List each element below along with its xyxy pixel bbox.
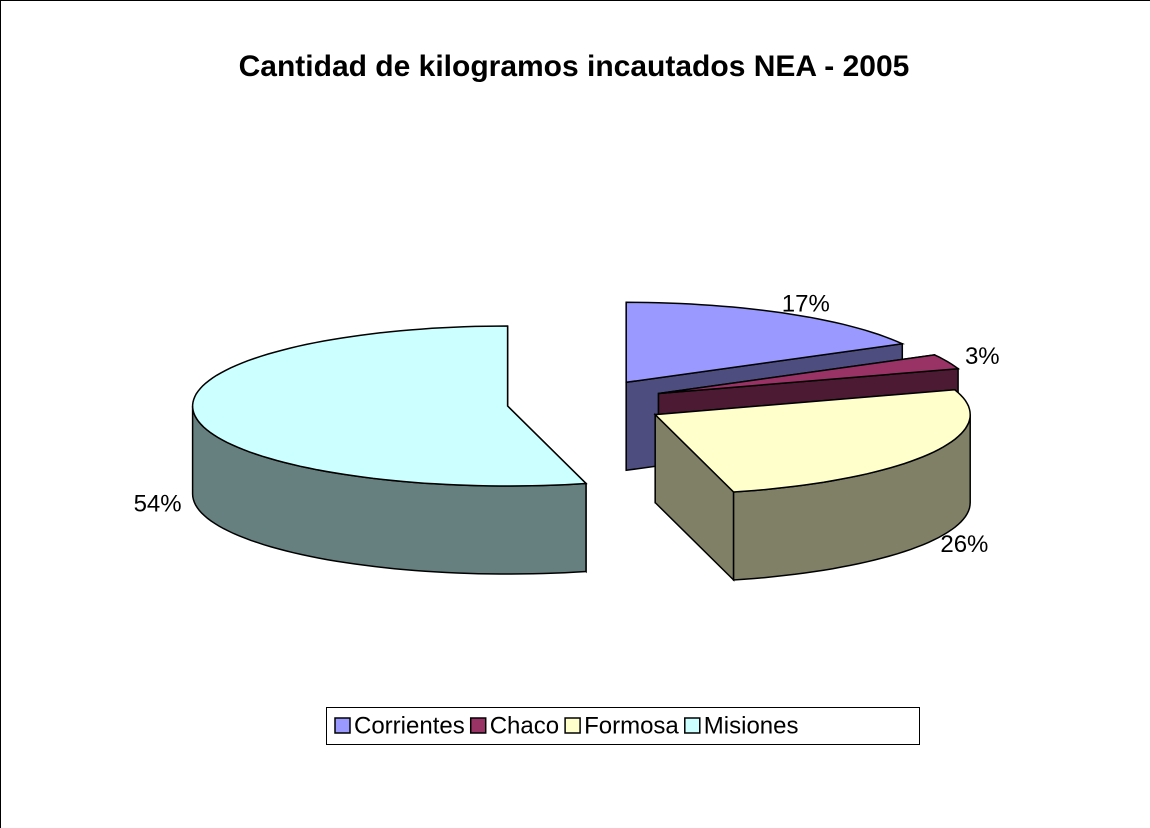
data-label: 54%: [134, 491, 182, 518]
pie-slice: [191, 325, 588, 575]
legend-swatch: [469, 717, 487, 734]
data-label: 17%: [782, 291, 830, 318]
data-label: 26%: [940, 531, 988, 558]
legend-label: Corrientes: [354, 712, 465, 739]
chart-title: Cantidad de kilogramos incautados NEA - …: [239, 50, 910, 83]
pie-slice: [653, 388, 971, 582]
legend: Corrientes Chaco Formosa Misiones: [334, 712, 799, 739]
legend-label: Chaco: [490, 712, 559, 739]
legend-box: [326, 707, 920, 745]
legend-swatch: [334, 717, 351, 734]
slice-top: [658, 354, 961, 395]
legend-swatch: [564, 717, 581, 734]
slice-top: [625, 301, 906, 384]
legend-label: Misiones: [704, 712, 799, 739]
legend-label: Formosa: [584, 712, 679, 739]
legend-swatch: [684, 717, 701, 734]
slice-top: [653, 389, 971, 493]
slice-top: [191, 325, 588, 487]
data-label: 3%: [965, 343, 1000, 370]
